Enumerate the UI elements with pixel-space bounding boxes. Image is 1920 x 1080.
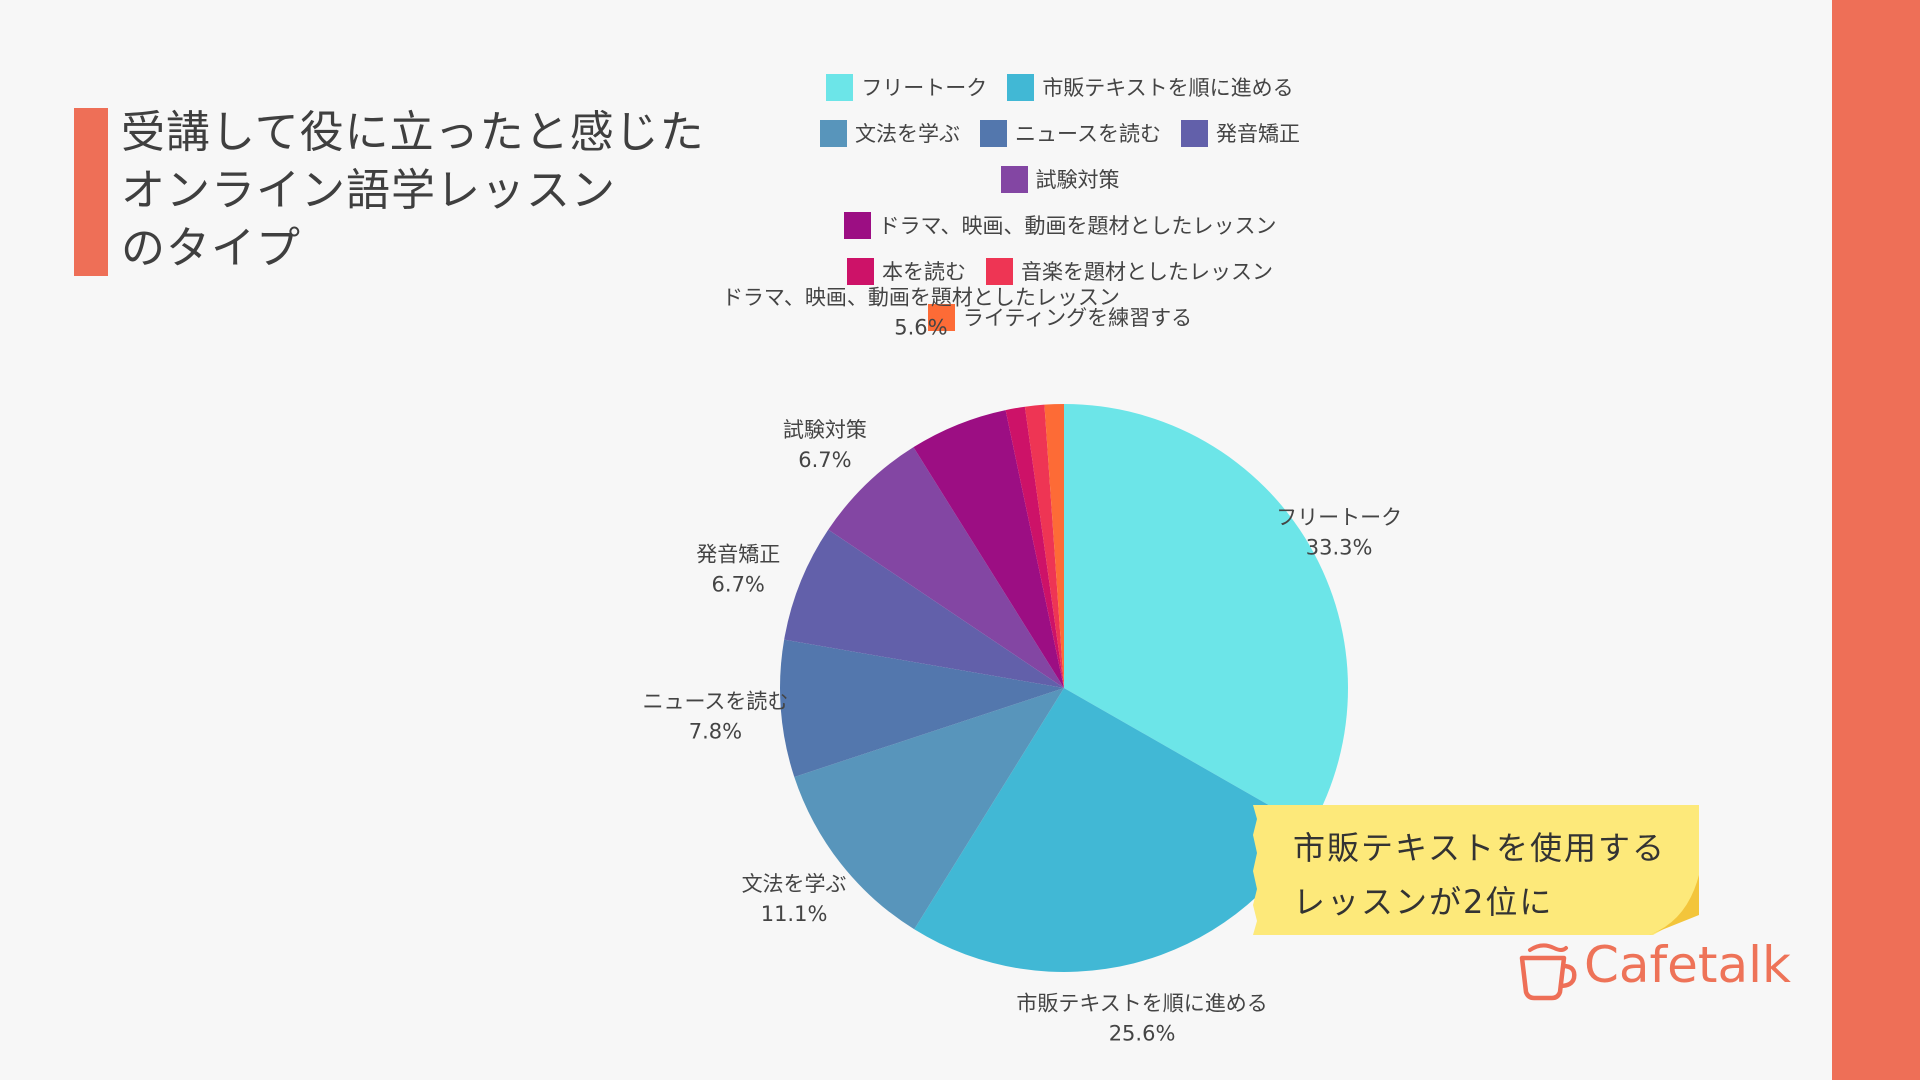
- legend-swatch: [843, 211, 871, 239]
- slice-label: ニュースを読む: [642, 689, 788, 713]
- legend-swatch: [820, 119, 848, 147]
- legend-item: 音楽を題材としたレッスン: [986, 256, 1273, 286]
- note-line-2: レッスンが2位に: [1293, 883, 1554, 921]
- legend-swatch: [1000, 165, 1028, 193]
- legend-item: 発音矯正: [1180, 118, 1300, 148]
- pie-slice: [828, 447, 1064, 688]
- logo-wordmark: Cafetalk: [1584, 936, 1792, 994]
- slice-value-label: 33.3%: [1306, 535, 1373, 559]
- legend-label: 本を読む: [882, 260, 966, 284]
- slice-value-label: 6.7%: [798, 448, 851, 472]
- legend-row: ドラマ、映画、動画を題材としたレッスン: [843, 202, 1277, 248]
- legend-label: 試験対策: [1035, 168, 1120, 192]
- legend-item: 本を読む: [847, 256, 966, 286]
- page-title: 受講して役に立ったと感じた オンライン語学レッスン のタイプ: [121, 104, 721, 278]
- legend-row: 試験対策: [1000, 156, 1120, 202]
- note-line-1: 市販テキストを使用する: [1293, 829, 1667, 867]
- title-line-3: のタイプ: [121, 223, 301, 274]
- legend-swatch: [927, 303, 955, 331]
- legend-row: ライティングを練習する: [927, 294, 1193, 340]
- pie-slice: [784, 529, 1064, 688]
- legend-swatch: [847, 257, 874, 285]
- slice-value-label: 25.6%: [1109, 1021, 1176, 1045]
- slice-value-label: 7.8%: [689, 719, 742, 743]
- right-accent-bar: [1832, 0, 1920, 1080]
- slice-value-label: 5.6%: [894, 315, 947, 339]
- legend-item: フリートーク: [826, 72, 987, 102]
- slice-label: 市販テキストを順に進める: [1016, 991, 1267, 1015]
- sticky-note-text: 市販テキストを使用する レッスンが2位に: [1293, 821, 1693, 929]
- legend-row: 文法を学ぶ ニュースを読む 発音矯正: [820, 110, 1300, 156]
- legend-row: 本を読む 音楽を題材としたレッスン: [847, 248, 1273, 294]
- pie-slice: [780, 639, 1064, 777]
- pie-slice: [1064, 404, 1348, 829]
- pie-slice: [913, 410, 1064, 688]
- coffee-cup-icon: [1519, 943, 1577, 1001]
- chart-legend: フリートーク 市販テキストを順に進める文法を学ぶ ニュースを読む 発音矯正試験対策ドラ…: [780, 64, 1340, 340]
- legend-item: ニュースを読む: [980, 118, 1161, 148]
- legend-label: 市販テキストを順に進める: [1042, 76, 1294, 100]
- title-accent-bar: [74, 108, 108, 276]
- title-line-2: オンライン語学レッスン: [121, 165, 616, 216]
- title-line-1: 受講して役に立ったと感じた: [121, 107, 705, 158]
- legend-label: 文法を学ぶ: [855, 122, 961, 146]
- legend-swatch: [1007, 73, 1035, 101]
- legend-row: フリートーク 市販テキストを順に進める: [826, 64, 1294, 110]
- legend-label: フリートーク: [861, 76, 988, 100]
- slice-label: フリートーク: [1276, 505, 1402, 529]
- pie-slice: [914, 688, 1311, 972]
- legend-label: ニュースを読む: [1015, 122, 1161, 146]
- legend-label: 音楽を題材としたレッスン: [1021, 260, 1273, 284]
- pie-slice: [1005, 406, 1064, 688]
- legend-swatch: [980, 119, 1008, 147]
- legend-swatch: [1180, 119, 1208, 147]
- legend-label: ライティングを練習する: [962, 306, 1193, 330]
- legend-item: ライティングを練習する: [927, 302, 1193, 332]
- legend-swatch: [826, 73, 854, 101]
- pie-slice: [1024, 404, 1064, 688]
- cafetalk-logo: Cafetalk: [1516, 936, 1791, 1002]
- legend-item: 市販テキストを順に進める: [1007, 72, 1294, 102]
- sticky-note: 市販テキストを使用する レッスンが2位に: [1251, 805, 1699, 935]
- sticky-note-shape: [1253, 805, 1699, 935]
- slice-label: ドラマ、映画、動画を題材としたレッスン: [722, 285, 1120, 309]
- pie-slice: [794, 688, 1064, 930]
- legend-label: ドラマ、映画、動画を題材としたレッスン: [878, 214, 1277, 238]
- legend-swatch: [986, 257, 1013, 285]
- slice-label: 試験対策: [783, 418, 867, 442]
- legend-item: 試験対策: [1000, 164, 1120, 194]
- slice-label: 発音矯正: [696, 542, 780, 566]
- legend-label: 発音矯正: [1215, 122, 1300, 146]
- legend-item: ドラマ、映画、動画を題材としたレッスン: [843, 210, 1277, 240]
- pie-slice: [1044, 404, 1064, 688]
- legend-item: 文法を学ぶ: [820, 118, 960, 148]
- slice-value-label: 6.7%: [712, 572, 765, 596]
- slice-value-label: 11.1%: [761, 902, 828, 926]
- slice-label: 文法を学ぶ: [742, 872, 847, 896]
